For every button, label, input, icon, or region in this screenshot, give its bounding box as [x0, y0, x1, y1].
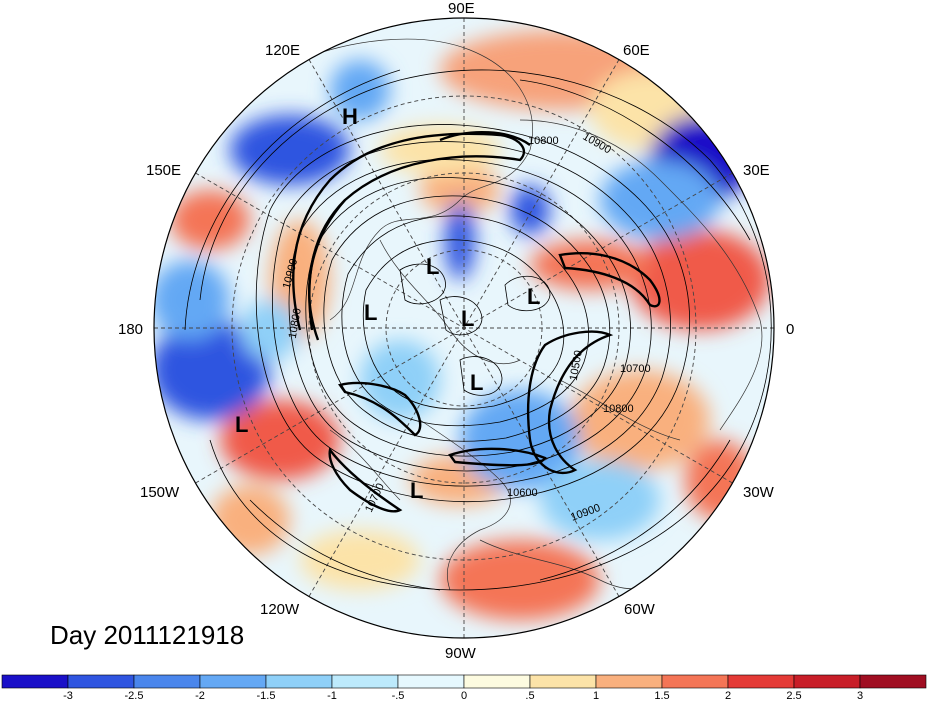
- colorbar-tick-label: 0: [461, 690, 467, 702]
- lon-label-120e: 120E: [265, 42, 300, 59]
- colorbar-tick-label: -1.5: [257, 690, 276, 702]
- pressure-centers: H L L L L L L L: [235, 104, 540, 503]
- low-pressure-label: L: [470, 370, 483, 395]
- colorbar-tick-label: 2.5: [786, 690, 801, 702]
- contour-label: 10600: [507, 487, 538, 499]
- colorbar-tick-label: -2.5: [125, 690, 144, 702]
- colorbar-tick-label: 1.5: [654, 690, 669, 702]
- lon-label-0: 0: [786, 321, 794, 338]
- colorbar-swatch: [859, 674, 927, 689]
- lon-label-60w: 60W: [624, 601, 656, 618]
- colorbar-tick-label: -.5: [392, 690, 405, 702]
- colorbar-tick-label: 3: [857, 690, 863, 702]
- lon-label-90e: 90E: [448, 0, 475, 17]
- colorbar-swatch: [595, 674, 663, 689]
- map-boundary: [153, 17, 775, 639]
- lon-label-90w: 90W: [445, 645, 477, 662]
- colorbar-swatch: [67, 674, 135, 689]
- lon-label-150e: 150E: [146, 162, 181, 179]
- colorbar-tick-label: -3: [63, 690, 73, 702]
- map-title: Day 2011121918: [50, 620, 245, 650]
- height-contours: [184, 69, 772, 591]
- contour-label: 10800: [287, 307, 304, 339]
- contour-label: 10500: [568, 349, 585, 381]
- low-pressure-label: L: [410, 478, 423, 503]
- lon-label-120w: 120W: [260, 601, 300, 618]
- colorbar: -3 -2.5 -2 -1.5 -1 -.5 0 .5 1 1.5 2 2.5 3: [1, 674, 927, 702]
- colorbar-swatch: [793, 674, 861, 689]
- colorbar-swatch: [265, 674, 333, 689]
- coastlines: [299, 38, 763, 591]
- lon-label-150w: 150W: [140, 484, 180, 501]
- high-pressure-label: H: [342, 104, 358, 129]
- colorbar-swatch: [331, 674, 399, 689]
- low-pressure-label: L: [527, 284, 540, 309]
- colorbar-swatch: [463, 674, 531, 689]
- contour-label: 10800: [603, 403, 634, 415]
- colorbar-swatch: [397, 674, 465, 689]
- longitude-labels: 90E 60E 30E 0 30W 60W 90W 120W 150W 180 …: [118, 0, 794, 662]
- contour-label: 10700: [620, 363, 651, 375]
- contour-label: 10800: [528, 135, 559, 147]
- colorbar-tick-label: -1: [327, 690, 337, 702]
- colorbar-swatch: [1, 674, 69, 689]
- colorbar-swatch: [133, 674, 201, 689]
- lon-label-30w: 30W: [743, 484, 775, 501]
- colorbar-tick-label: -2: [195, 690, 205, 702]
- contour-label-group: 10800 10900 10900 10800 10700 10500 1070…: [281, 131, 651, 524]
- lon-label-180: 180: [118, 321, 143, 338]
- graticule: [154, 18, 774, 638]
- colorbar-tick-label: 2: [725, 690, 731, 702]
- colorbar-swatch: [199, 674, 267, 689]
- colorbar-swatch: [661, 674, 729, 689]
- colorbar-swatch: [727, 674, 795, 689]
- jet-stream-contours: [292, 131, 661, 513]
- colorbar-tick-label: .5: [525, 690, 534, 702]
- low-pressure-label: L: [426, 254, 439, 279]
- colorbar-tick-label: 1: [593, 690, 599, 702]
- low-pressure-label: L: [235, 412, 248, 437]
- low-pressure-label: L: [461, 306, 474, 331]
- lon-label-30e: 30E: [743, 162, 770, 179]
- low-pressure-label: L: [364, 300, 377, 325]
- lon-label-60e: 60E: [623, 42, 650, 59]
- colorbar-swatch: [529, 674, 597, 689]
